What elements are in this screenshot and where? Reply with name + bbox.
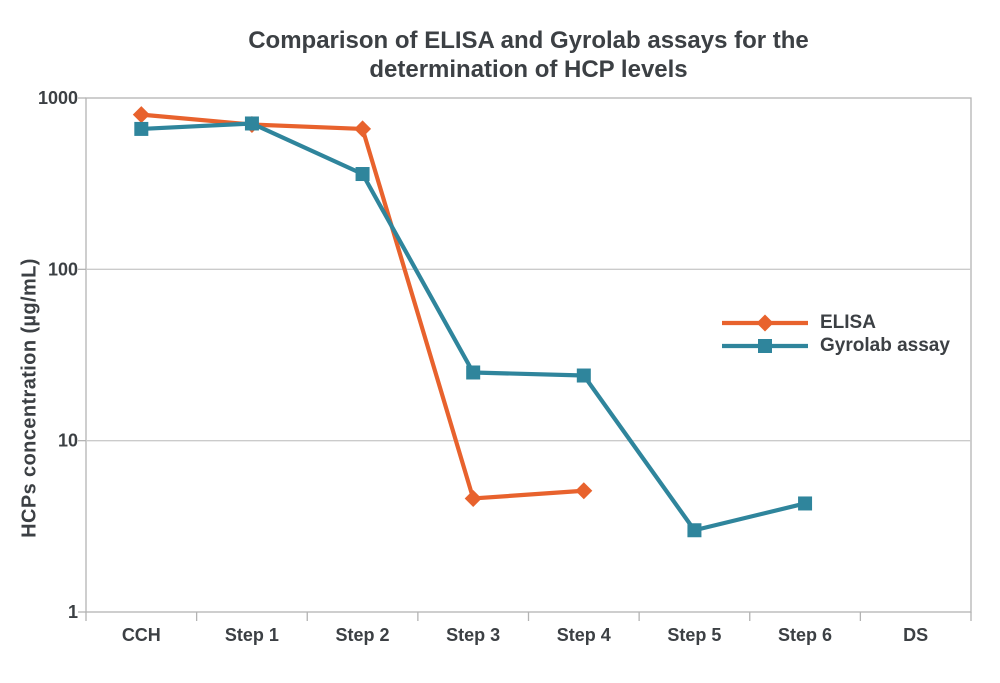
x-tick-label-step-2: Step 2 — [336, 625, 390, 645]
legend-square-icon — [758, 338, 772, 353]
gyrolab-assay-point-cch — [134, 121, 149, 136]
y-tick-label-1000: 1000 — [38, 88, 78, 108]
x-tick-label-step-3: Step 3 — [446, 625, 500, 645]
gyrolab-assay-point-step-4 — [576, 368, 591, 383]
elisa-point-step-4 — [575, 482, 593, 500]
x-tick-label-step-6: Step 6 — [778, 625, 832, 645]
x-tick-label-step-1: Step 1 — [225, 625, 279, 645]
legend-diamond-icon — [756, 314, 774, 331]
gyrolab-assay-point-step-5 — [687, 523, 702, 538]
x-tick-label-cch: CCH — [122, 625, 161, 645]
series-gyrolab-assay — [134, 116, 813, 538]
gyrolab-assay-point-step-6 — [798, 496, 813, 511]
gyrolab-assay-point-step-3 — [466, 365, 481, 380]
legend-label-elisa: ELISA — [820, 311, 876, 333]
gyrolab-assay-point-step-2 — [355, 167, 370, 182]
y-tick-label-1: 1 — [68, 602, 78, 622]
legend-item-elisa: ELISA — [719, 311, 950, 334]
series-elisa — [132, 106, 593, 507]
legend-key-elisa — [722, 314, 808, 331]
series-line-gyrolab-assay — [139, 121, 808, 533]
gyrolab-assay-point-step-1 — [244, 116, 259, 131]
y-tick-label-100: 100 — [48, 259, 78, 279]
x-tick-label-ds: DS — [903, 625, 928, 645]
legend-key-gyrolab-assay — [722, 338, 808, 353]
x-tick-label-step-4: Step 4 — [557, 625, 611, 645]
x-tick-label-step-5: Step 5 — [667, 625, 721, 645]
elisa-point-step-3 — [464, 489, 482, 507]
elisa-point-step-2 — [354, 120, 372, 138]
elisa-point-cch — [132, 106, 150, 124]
chart-title: Comparison of ELISA and Gyrolab assays f… — [86, 26, 971, 84]
legend-label-gyrolab-assay: Gyrolab assay — [820, 334, 950, 356]
legend: ELISA Gyrolab assay — [719, 311, 950, 357]
chart-title-line2: determination of HCP levels — [369, 56, 688, 83]
legend-item-gyrolab-assay: Gyrolab assay — [719, 334, 950, 357]
y-tick-label-10: 10 — [58, 431, 78, 451]
chart-title-line1: Comparison of ELISA and Gyrolab assays f… — [248, 27, 809, 54]
